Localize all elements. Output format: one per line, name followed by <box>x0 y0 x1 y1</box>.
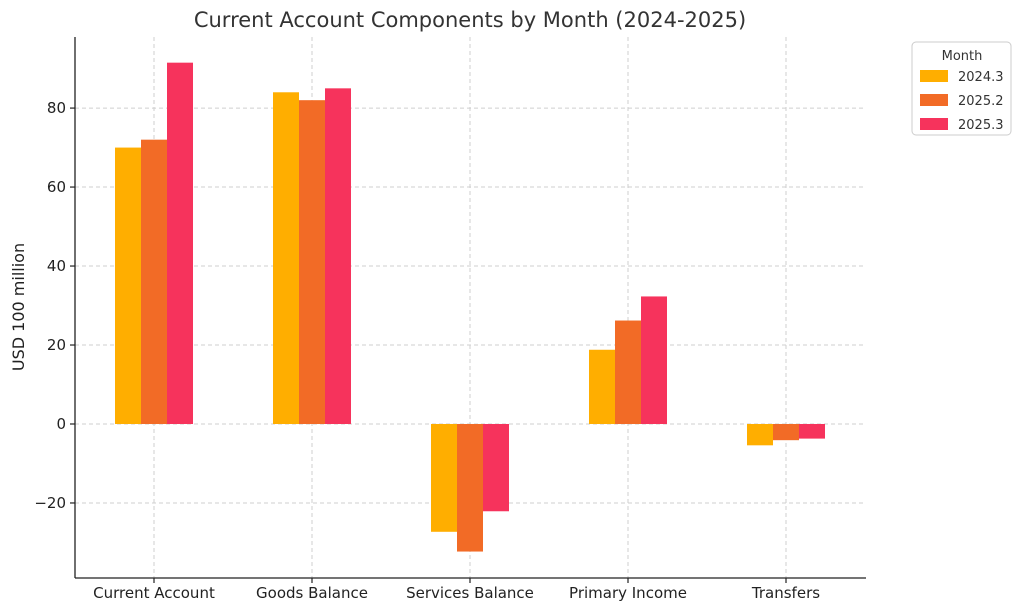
y-tick-label: 60 <box>47 178 66 196</box>
bar <box>799 423 825 439</box>
y-tick-label: 80 <box>47 99 66 117</box>
bar <box>589 349 615 424</box>
bar <box>641 296 667 424</box>
bar <box>273 92 299 424</box>
bar <box>747 423 773 446</box>
y-axis-label: USD 100 million <box>9 243 28 371</box>
y-tick-label: 0 <box>56 415 66 433</box>
y-tick-label: 40 <box>47 257 66 275</box>
legend-box <box>911 41 1012 136</box>
x-tick-label: Services Balance <box>406 584 534 602</box>
y-tick-label: −20 <box>34 494 66 512</box>
bar <box>325 88 351 424</box>
bar <box>115 147 141 424</box>
legend-title: Month <box>942 49 983 64</box>
chart-title: Current Account Components by Month (202… <box>194 8 746 32</box>
bars <box>115 62 825 552</box>
bar <box>299 100 325 424</box>
bar <box>167 62 193 424</box>
bar <box>773 423 799 441</box>
legend-swatch <box>920 70 948 82</box>
legend-label: 2025.2 <box>958 94 1004 109</box>
x-tick-label: Current Account <box>93 584 215 602</box>
legend-swatch <box>920 118 948 130</box>
x-tick-label: Primary Income <box>569 584 687 602</box>
x-ticks: Current Account Goods Balance Services Bal… <box>93 578 820 602</box>
y-tick-label: 20 <box>47 336 66 354</box>
legend-label: 2025.3 <box>958 118 1004 133</box>
bar <box>457 423 483 552</box>
legend: Month 2024.3 2025.2 2025.3 <box>911 41 1012 136</box>
legend-label: 2024.3 <box>958 70 1004 85</box>
legend-swatch <box>920 94 948 106</box>
x-tick-label: Goods Balance <box>256 584 368 602</box>
bar <box>483 423 509 512</box>
bar <box>615 320 641 424</box>
y-ticks: −20 0 20 40 60 80 <box>34 99 75 512</box>
bar <box>431 423 457 532</box>
bar <box>141 139 167 424</box>
x-tick-label: Transfers <box>751 584 820 602</box>
